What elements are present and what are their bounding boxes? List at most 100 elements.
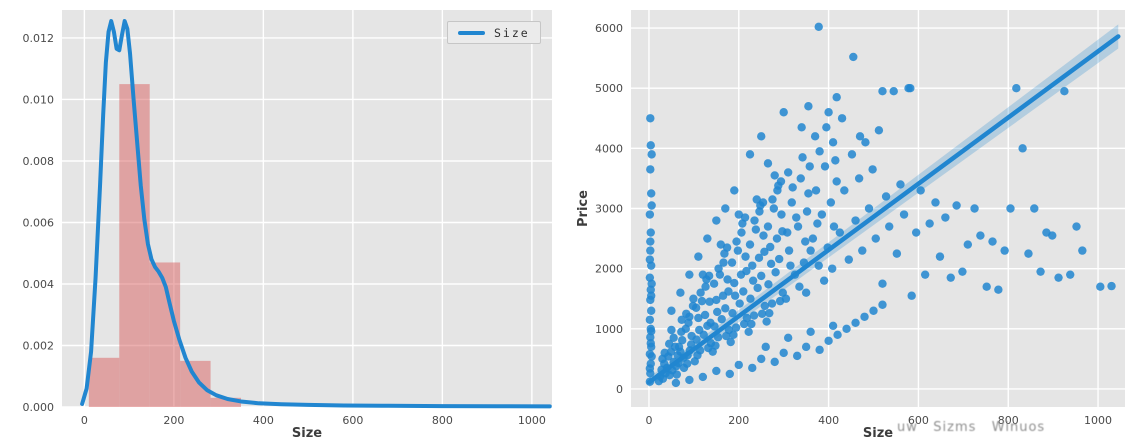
scatter-point <box>797 123 806 132</box>
scatter-point <box>869 306 878 315</box>
scatter-point <box>911 228 921 237</box>
scatter-point <box>828 138 838 147</box>
scatter-point <box>762 317 771 326</box>
legend: Size <box>447 21 541 44</box>
scatter-point <box>729 330 738 340</box>
scatter-point <box>832 93 841 102</box>
scatter-point <box>733 246 743 255</box>
x-tick-label: 600 <box>342 414 363 427</box>
scatter-point <box>1072 222 1081 231</box>
y-tick-label: 6000 <box>595 22 623 35</box>
scatter-point <box>793 222 803 231</box>
scatter-point <box>757 271 766 281</box>
scatter-point <box>749 311 759 320</box>
scatter-point <box>827 264 837 273</box>
x-tick-label: 200 <box>163 414 184 427</box>
x-tick-label: 400 <box>818 414 839 427</box>
scatter-point <box>952 201 961 210</box>
scatter-point <box>925 219 934 228</box>
scatter-point <box>805 162 814 171</box>
scatter-point <box>691 303 701 312</box>
scatter-point <box>739 319 749 329</box>
y-tick-label: 2000 <box>595 263 623 276</box>
scatter-point <box>760 247 769 257</box>
scatter-point <box>757 309 767 318</box>
scatter-point <box>646 246 655 255</box>
scatter-point <box>768 195 777 204</box>
x-tick-label: 800 <box>432 414 453 427</box>
scatter-point <box>757 354 766 364</box>
x-tick-label: 0 <box>645 414 652 427</box>
scatter-point <box>735 299 744 308</box>
scatter-point <box>671 378 681 388</box>
scatter-point <box>689 294 698 303</box>
y-tick-label: 0.004 <box>23 278 55 291</box>
scatter-point <box>868 165 877 174</box>
scatter-point <box>714 264 723 273</box>
scatter-point <box>705 297 714 306</box>
scatter-point <box>713 307 722 317</box>
scatter-point <box>777 210 786 219</box>
scatter-point <box>677 336 687 345</box>
scatter-point <box>721 204 730 213</box>
scatter-point <box>976 231 985 240</box>
scatter-point <box>701 282 710 291</box>
scatter-point <box>832 177 841 186</box>
scatter-point <box>727 258 737 267</box>
scatter-point <box>771 268 780 277</box>
regression-line <box>646 34 1121 385</box>
scatter-point <box>970 204 979 213</box>
scatter-point <box>844 255 854 264</box>
scatter-point <box>1054 273 1063 282</box>
scatter-point <box>647 306 656 315</box>
scatter-point <box>786 261 795 270</box>
y-tick-label: 4000 <box>595 142 623 155</box>
scatter-point <box>982 282 991 291</box>
scatter-point <box>783 228 792 237</box>
scatter-point <box>684 318 693 327</box>
kde-line <box>80 19 552 409</box>
scatter-point <box>709 279 719 288</box>
scatter-point <box>858 246 867 255</box>
scatter-point <box>694 252 703 261</box>
scatter-point <box>822 123 831 132</box>
scatter-point <box>730 291 740 300</box>
scatter-point <box>813 219 822 228</box>
scatter-point <box>646 165 655 174</box>
scatter-point <box>769 204 779 213</box>
scatter-point <box>703 234 712 243</box>
x-axis-label: Size <box>292 426 322 441</box>
y-tick-label: 0.006 <box>23 216 55 229</box>
scatter-point <box>817 210 827 219</box>
scatter-point <box>697 296 707 306</box>
scatter-point <box>746 294 755 303</box>
scatter-point <box>851 318 860 327</box>
scatter-point <box>677 327 686 337</box>
scatter-point <box>716 240 726 249</box>
scatter-point <box>738 219 747 228</box>
x-tick-label: 0 <box>81 414 88 427</box>
scatter-point <box>698 270 708 279</box>
y-tick-label: 0 <box>616 383 623 396</box>
scatter-point <box>781 294 791 303</box>
scatter-point <box>1000 246 1009 255</box>
scatter-point <box>935 252 945 261</box>
scatter-point <box>779 348 788 358</box>
scatter-point <box>878 300 887 309</box>
scatter-point <box>788 183 797 192</box>
y-tick-label: 0.000 <box>23 401 55 414</box>
y-tick-label: 0.008 <box>23 155 55 168</box>
scatter-point <box>787 198 796 207</box>
scatter-point <box>744 327 753 337</box>
y-tick-label: 0.010 <box>23 93 55 106</box>
scatter-point <box>710 322 719 331</box>
x-tick-label: 600 <box>908 414 929 427</box>
scatter-point <box>734 360 743 370</box>
scatter-point <box>828 321 838 330</box>
scatter-point <box>774 181 783 190</box>
scatter-point <box>664 339 674 349</box>
scatter-point <box>739 287 748 296</box>
scatter-point <box>855 132 865 141</box>
scatter-point <box>667 325 676 335</box>
